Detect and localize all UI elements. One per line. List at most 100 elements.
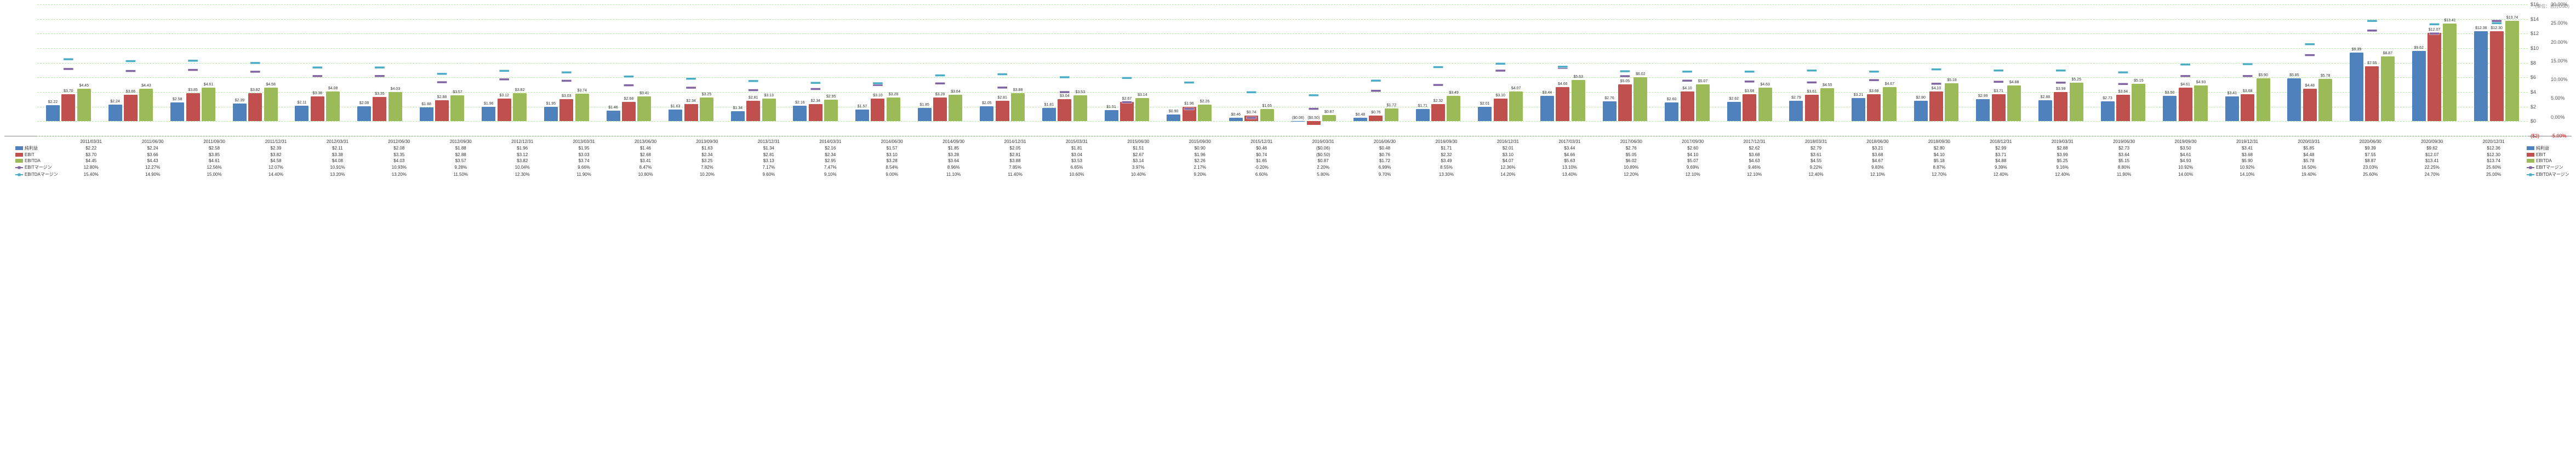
- period-header: 2014/03/31: [799, 139, 861, 145]
- table-row: EBITDAマージン15.40%14.90%15.00%14.40%13.20%…: [4, 171, 2572, 178]
- data-cell: $3.21: [1847, 145, 1908, 152]
- data-cell: $2.32: [1415, 152, 1477, 158]
- data-cell: $1.95: [553, 145, 614, 152]
- y-axis-right-dollar: ($2)$0$2$4$6$8$10$12$14$16: [2531, 4, 2550, 136]
- data-cell: $3.10: [861, 152, 922, 158]
- period-header: 2014/06/30: [861, 139, 922, 145]
- data-cell: $2.34: [676, 152, 738, 158]
- data-cell: 9.22%: [1785, 164, 1847, 171]
- data-cell: 7.82%: [676, 164, 738, 171]
- period-header: 2015/03/31: [1046, 139, 1107, 145]
- data-cell: 15.40%: [60, 171, 122, 178]
- data-cell: 14.40%: [245, 171, 306, 178]
- data-cell: 12.10%: [1723, 171, 1785, 178]
- chart-plot-area: ($2)$0$2$4$6$8$10$12$14$16 -5.00%0.00%5.…: [4, 4, 2572, 136]
- data-cell: $4.93: [2155, 158, 2216, 164]
- period-header: 2012/03/31: [307, 139, 368, 145]
- data-cell: $3.82: [492, 158, 553, 164]
- data-cell: $4.45: [60, 158, 122, 164]
- data-cell: $5.05: [1601, 152, 1662, 158]
- data-cell: ($0.06): [1292, 145, 1353, 152]
- period-header: 2011/03/31: [60, 139, 122, 145]
- data-cell: $2.11: [307, 145, 368, 152]
- data-cell: 12.10%: [1847, 171, 1908, 178]
- data-cell: $4.03: [368, 158, 430, 164]
- data-cell: 8.55%: [1415, 164, 1477, 171]
- data-cell: $3.68: [2217, 152, 2278, 158]
- data-cell: 6.99%: [1354, 164, 1415, 171]
- data-cell: 12.40%: [1785, 171, 1847, 178]
- data-cell: $5.85: [2278, 145, 2339, 152]
- data-cell: 25.60%: [2463, 164, 2524, 171]
- data-cell: $3.10: [1477, 152, 1539, 158]
- data-cell: 11.10%: [923, 171, 984, 178]
- data-cell: $1.57: [861, 145, 922, 152]
- period-header: 2014/12/31: [984, 139, 1046, 145]
- unit-label: (単位：百万USD): [2535, 3, 2569, 9]
- data-cell: 9.60%: [738, 171, 799, 178]
- y-tick-percent: 15.00%: [2551, 58, 2572, 64]
- data-cell: $4.63: [1723, 158, 1785, 164]
- data-cell: 25.60%: [2340, 171, 2401, 178]
- data-cell: 14.20%: [1477, 171, 1539, 178]
- data-cell: $2.76: [1601, 145, 1662, 152]
- data-cell: 22.25%: [2401, 164, 2463, 171]
- data-cell: 19.40%: [2278, 171, 2339, 178]
- data-cell: $2.88: [2032, 145, 2093, 152]
- data-cell: $3.61: [1785, 152, 1847, 158]
- data-cell: $4.10: [1662, 152, 1723, 158]
- data-cell: $5.07: [1662, 158, 1723, 164]
- period-header: 2015/06/30: [1107, 139, 1169, 145]
- data-cell: 15.00%: [184, 171, 245, 178]
- data-cell: $1.96: [492, 145, 553, 152]
- data-cell: 10.89%: [1601, 164, 1662, 171]
- series-label-right: EBITマージン: [2524, 164, 2572, 171]
- data-cell: $3.88: [984, 158, 1046, 164]
- y-tick-percent: 5.00%: [2551, 95, 2572, 101]
- data-cell: $0.90: [1169, 145, 1231, 152]
- data-cell: $3.04: [1046, 152, 1107, 158]
- data-cell: $12.36: [2463, 145, 2524, 152]
- data-cell: $5.25: [2032, 158, 2093, 164]
- data-cell: $4.08: [307, 158, 368, 164]
- data-cell: 10.92%: [2155, 164, 2216, 171]
- period-header: 2011/06/30: [122, 139, 183, 145]
- data-cell: $5.78: [2278, 158, 2339, 164]
- data-cell: $0.74: [1231, 152, 1292, 158]
- data-cell: $5.18: [1909, 158, 1970, 164]
- y-tick-dollar: ($2): [2531, 133, 2550, 139]
- data-cell: $13.74: [2463, 158, 2524, 164]
- data-cell: 10.92%: [2217, 164, 2278, 171]
- data-cell: 12.70%: [1909, 171, 1970, 178]
- data-cell: 10.20%: [676, 171, 738, 178]
- period-header: 2018/03/31: [1785, 139, 1847, 145]
- data-cell: $3.44: [1539, 145, 1600, 152]
- data-cell: $2.16: [799, 145, 861, 152]
- data-cell: $4.61: [184, 158, 245, 164]
- data-cell: 12.30%: [492, 171, 553, 178]
- data-cell: $2.67: [1107, 152, 1169, 158]
- y-tick-dollar: $12: [2531, 31, 2550, 36]
- data-cell: 9.16%: [2032, 164, 2093, 171]
- data-cell: $2.08: [368, 145, 430, 152]
- data-cell: $3.71: [1970, 152, 2031, 158]
- data-cell: $4.88: [1970, 158, 2031, 164]
- data-cell: 7.17%: [738, 164, 799, 171]
- data-cell: 11.40%: [984, 171, 1046, 178]
- data-cell: $9.62: [2401, 145, 2463, 152]
- data-cell: 9.28%: [430, 164, 492, 171]
- data-cell: $4.66: [1539, 152, 1600, 158]
- period-header: 2019/06/30: [2093, 139, 2155, 145]
- data-cell: $1.72: [1354, 158, 1415, 164]
- data-cell: $3.41: [615, 158, 676, 164]
- y-tick-dollar: $10: [2531, 45, 2550, 51]
- data-cell: 12.10%: [1662, 171, 1723, 178]
- period-header: 2011/12/31: [245, 139, 306, 145]
- table-row: 純利益$2.22$2.24$2.58$2.39$2.11$2.08$1.88$1…: [4, 145, 2572, 152]
- data-cell: $4.58: [245, 158, 306, 164]
- data-cell: $2.58: [184, 145, 245, 152]
- data-cell: 8.80%: [2093, 164, 2155, 171]
- data-cell: $3.38: [307, 152, 368, 158]
- data-cell: $4.67: [1847, 158, 1908, 164]
- period-header: 2017/09/30: [1662, 139, 1723, 145]
